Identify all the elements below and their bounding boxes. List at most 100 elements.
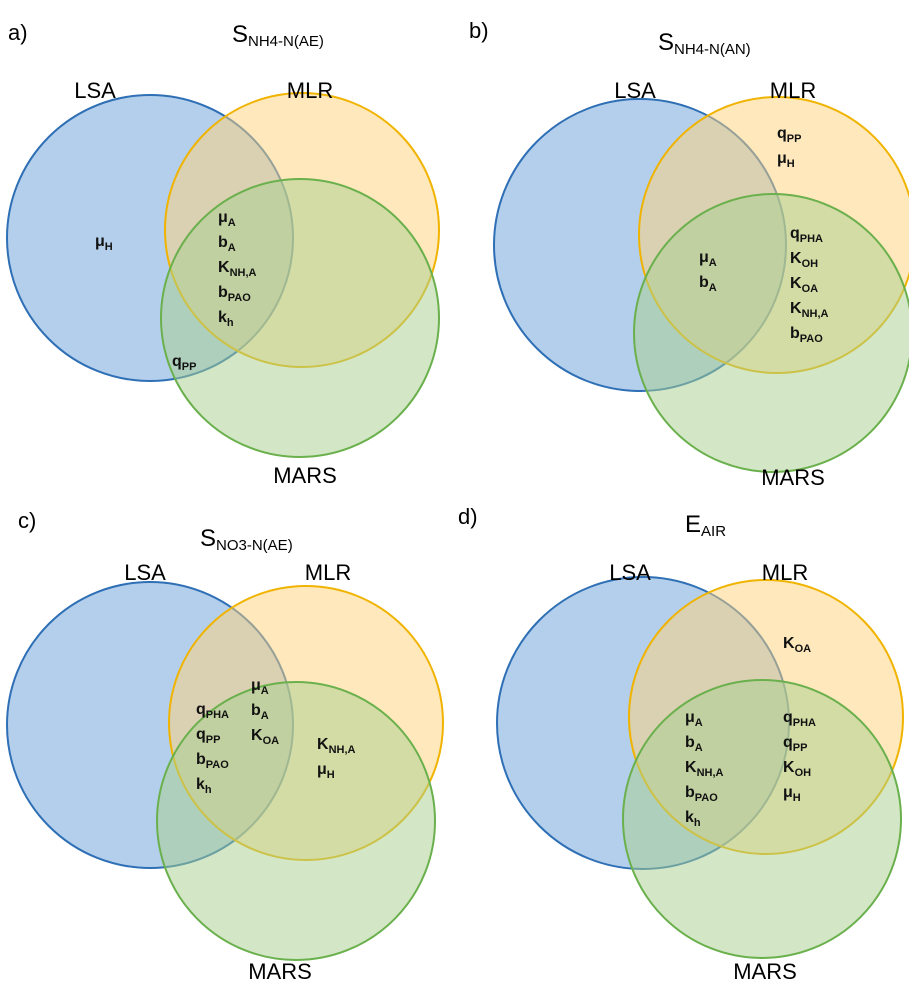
- venn-panel-a: a) SNH4-N(AE) LSA MLR MARS μH μA bA KNH,A bPAO kh q…: [0, 0, 455, 496]
- param-mlr_mars-symbol: K: [790, 275, 802, 292]
- venn-panel-c: c) SNO3-N(AE) LSA MLR MARS qPHA qPP bPAO kh μA bA K…: [0, 496, 455, 992]
- param-all_three-symbol: K: [685, 759, 697, 776]
- param-mlr_mars: bPAO: [790, 325, 823, 345]
- param-all_three-subscript: A: [695, 742, 703, 754]
- param-all_three: bA: [699, 274, 717, 294]
- param-lsa_mars: qPP: [172, 353, 196, 373]
- panel-title-subscript: AIR: [701, 523, 726, 540]
- mars-set-label: MARS: [273, 463, 337, 488]
- lsa-set-label: LSA: [614, 78, 656, 103]
- param-mlr_mars: KOA: [790, 275, 818, 295]
- panel-title-subscript: NH4-N(AN): [674, 41, 751, 58]
- param-all_three-symbol: K: [218, 259, 230, 276]
- param-lsa_mars-symbol: q: [172, 353, 182, 370]
- mars-circle: [633, 193, 909, 473]
- param-all_three-subscript: A: [709, 257, 717, 269]
- mars-circle: [160, 178, 440, 458]
- mlr-set-label: MLR: [770, 78, 816, 103]
- param-mlr_only-subscript: OA: [795, 643, 812, 655]
- param-mlr_only: qPP: [777, 125, 801, 145]
- mlr-set-label: MLR: [305, 560, 351, 585]
- param-mlr_mars-subscript: NH,A: [329, 744, 356, 756]
- param-mlr_only-symbol: K: [783, 635, 795, 652]
- param-all_three_right: KOA: [251, 727, 279, 747]
- panel-label: c): [18, 508, 36, 533]
- param-mlr_mars-symbol: K: [790, 250, 802, 267]
- param-all_three: kh: [685, 809, 701, 829]
- panel-label: b): [469, 18, 489, 43]
- panel-title: SNO3-N(AE): [200, 525, 293, 554]
- param-all_three_left-subscript: h: [205, 784, 212, 796]
- param-lsa_only-subscript: H: [105, 241, 113, 253]
- param-all_three: KNH,A: [218, 259, 257, 279]
- param-all_three_left-subscript: PHA: [206, 709, 229, 721]
- param-mlr_mars: μH: [317, 761, 335, 781]
- panel-label: a): [8, 20, 28, 45]
- param-all_three: μA: [685, 709, 703, 729]
- param-mlr_mars-symbol: q: [783, 734, 793, 751]
- param-all_three-subscript: NH,A: [697, 767, 724, 779]
- param-all_three-subscript: h: [227, 317, 234, 329]
- param-all_three-symbol: b: [218, 234, 228, 251]
- panel-title: SNH4-N(AE): [232, 21, 324, 50]
- panel-title-symbol: S: [200, 525, 216, 552]
- panel-title-symbol: E: [685, 511, 701, 538]
- param-mlr_mars-subscript: PAO: [800, 333, 823, 345]
- param-mlr_mars-subscript: PHA: [793, 717, 816, 729]
- venn-svg: c)SNO3-N(AE)LSA MLRMARSqPHAqPPbPAOkhμAbAK…: [6, 508, 444, 984]
- param-all_three-subscript: A: [228, 242, 236, 254]
- param-all_three-subscript: A: [228, 217, 236, 229]
- param-lsa_only-symbol: μ: [95, 233, 105, 250]
- param-all_three-symbol: μ: [218, 209, 228, 226]
- param-all_three_right-subscript: A: [261, 710, 269, 722]
- param-mlr_mars: μH: [783, 784, 801, 804]
- param-all_three-symbol: b: [685, 784, 695, 801]
- param-all_three_left-symbol: q: [196, 726, 206, 743]
- param-mlr_mars-symbol: μ: [317, 761, 327, 778]
- param-all_three-subscript: h: [694, 817, 701, 829]
- lsa-set-label: LSA: [124, 560, 166, 585]
- param-all_three-symbol: b: [218, 284, 228, 301]
- param-all_three: bPAO: [685, 784, 718, 804]
- panel-title-subscript: NH4-N(AE): [248, 33, 324, 50]
- lsa-set-label: LSA: [74, 78, 116, 103]
- param-mlr_mars-subscript: H: [793, 792, 801, 804]
- param-all_three: bA: [218, 234, 236, 254]
- param-mlr_mars: qPP: [783, 734, 807, 754]
- param-mlr_mars-symbol: q: [783, 709, 793, 726]
- param-mlr_only-symbol: μ: [777, 150, 787, 167]
- param-mlr_mars-symbol: K: [783, 759, 795, 776]
- param-mlr_only-subscript: H: [787, 158, 795, 170]
- param-mlr_only: KOA: [783, 635, 811, 655]
- param-all_three_right-subscript: OA: [263, 735, 280, 747]
- param-all_three_right-subscript: A: [261, 685, 269, 697]
- panel-title-symbol: S: [658, 29, 674, 56]
- param-all_three-symbol: k: [218, 309, 227, 326]
- param-mlr_mars-symbol: μ: [783, 784, 793, 801]
- param-all_three_left-subscript: PAO: [206, 759, 229, 771]
- param-mlr_only-symbol: q: [777, 125, 787, 142]
- param-all_three: μA: [699, 249, 717, 269]
- param-all_three: bPAO: [218, 284, 251, 304]
- param-all_three_right-symbol: K: [251, 727, 263, 744]
- param-mlr_only: μH: [777, 150, 795, 170]
- mars-set-label: MARS: [761, 465, 825, 490]
- param-mlr_mars: KOH: [783, 759, 811, 779]
- param-mlr_mars-symbol: K: [317, 736, 329, 753]
- param-mlr_mars: KNH,A: [317, 736, 356, 756]
- param-all_three_left: qPHA: [196, 701, 229, 721]
- param-mlr_mars-subscript: NH,A: [802, 308, 829, 320]
- param-all_three_right-symbol: μ: [251, 677, 261, 694]
- mars-circle: [156, 681, 436, 961]
- param-all_three_left: bPAO: [196, 751, 229, 771]
- param-mlr_mars-subscript: PHA: [800, 233, 823, 245]
- param-mlr_mars-subscript: OH: [802, 258, 819, 270]
- param-all_three-subscript: A: [709, 282, 717, 294]
- param-mlr_mars: qPHA: [790, 225, 823, 245]
- panel-title: SNH4-N(AN): [658, 29, 751, 58]
- mlr-set-label: MLR: [287, 78, 333, 103]
- mars-set-label: MARS: [248, 959, 312, 984]
- venn-svg: a) SNH4-N(AE)LSA MLRMARSμHμAbAKNH,AbPAOkhq…: [6, 20, 440, 488]
- param-mlr_mars-subscript: PP: [793, 742, 808, 754]
